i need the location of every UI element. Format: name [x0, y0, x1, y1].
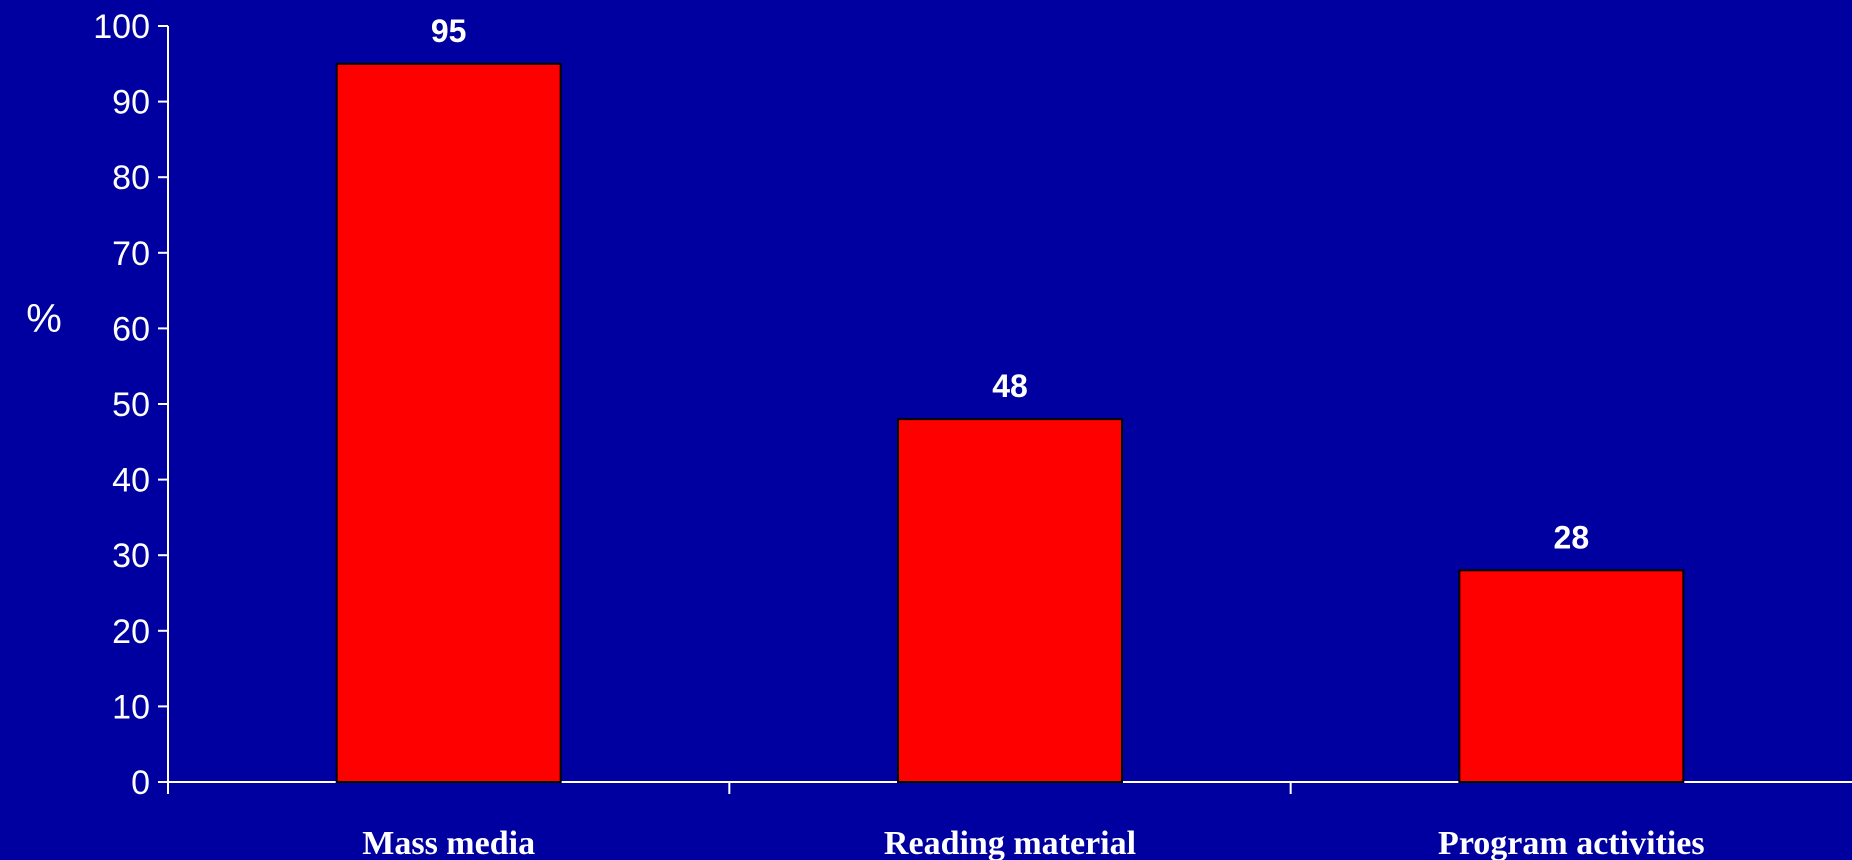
y-axis-label: %: [26, 297, 62, 341]
y-tick-label: 30: [112, 537, 150, 575]
y-tick-label: 0: [131, 764, 150, 802]
y-tick-label: 80: [112, 159, 150, 197]
y-tick-label: 70: [112, 235, 150, 273]
data-label: 28: [1554, 519, 1590, 555]
data-label: 95: [431, 13, 467, 49]
labels: 0 10 20 30 40 50 60 70 80 90 100 95 Mass media 48 Read…: [93, 8, 1704, 860]
category-label: Program activities: [1438, 825, 1705, 860]
y-tick-label: 10: [112, 688, 150, 726]
y-tick-label: 100: [93, 8, 150, 46]
category-label: Mass media: [362, 825, 535, 860]
bar-program-activities: [1458, 569, 1685, 783]
bar-reading-material: [897, 418, 1123, 783]
y-tick-label: 60: [112, 310, 150, 348]
y-tick-label: 90: [112, 84, 150, 122]
y-tick-label: 40: [112, 462, 150, 500]
category-label: Reading material: [884, 825, 1136, 860]
data-label: 48: [992, 368, 1028, 404]
y-tick-label: 20: [112, 613, 150, 651]
bar-mass-media: [335, 62, 562, 784]
bars: [335, 62, 1685, 784]
y-tick-label: 50: [112, 386, 150, 424]
